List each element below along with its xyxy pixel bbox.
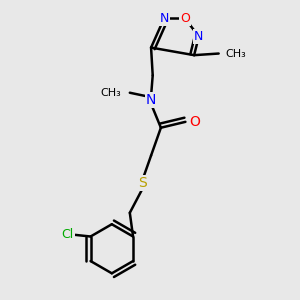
Text: O: O xyxy=(189,115,200,129)
Text: CH₃: CH₃ xyxy=(226,49,247,58)
Text: S: S xyxy=(139,176,147,190)
Text: N: N xyxy=(194,30,203,43)
Text: CH₃: CH₃ xyxy=(100,88,121,98)
Text: N: N xyxy=(160,12,169,25)
Text: O: O xyxy=(180,12,190,25)
Text: N: N xyxy=(146,93,156,107)
Text: Cl: Cl xyxy=(61,228,74,242)
